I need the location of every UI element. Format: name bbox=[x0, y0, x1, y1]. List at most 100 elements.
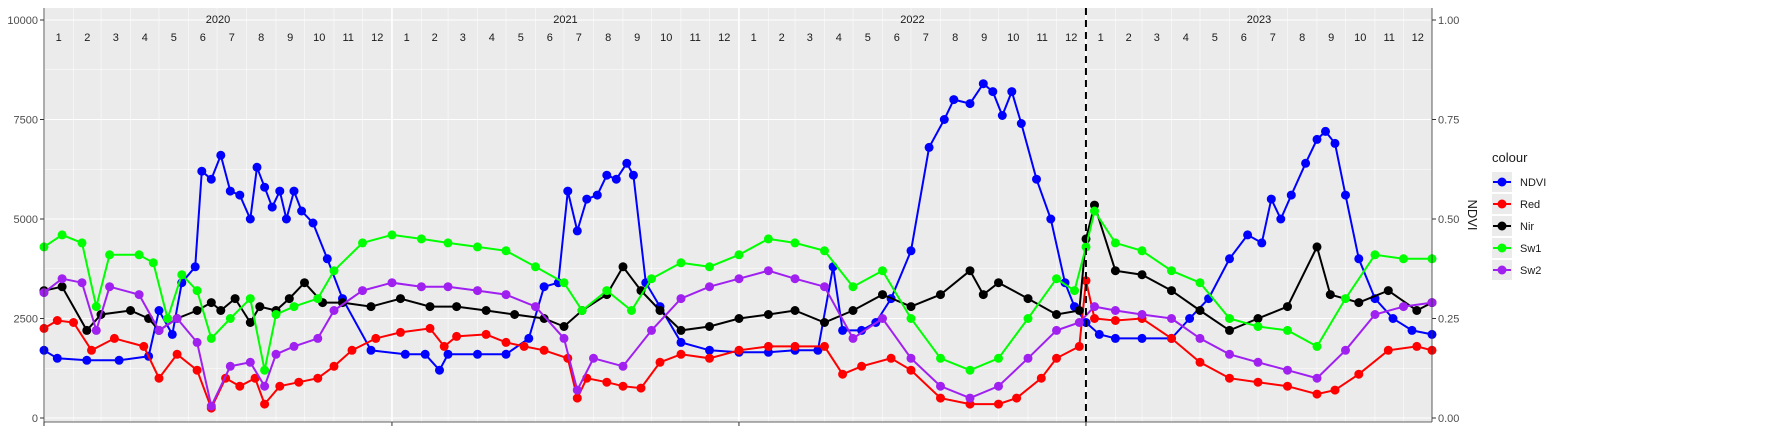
data-point bbox=[1195, 333, 1205, 343]
data-point bbox=[734, 345, 744, 355]
month-label: 3 bbox=[1154, 32, 1160, 44]
legend-key-sw1 bbox=[1492, 238, 1512, 258]
data-point bbox=[154, 306, 164, 315]
data-point bbox=[1110, 333, 1120, 343]
data-point bbox=[1266, 194, 1276, 204]
month-label: 1 bbox=[1098, 32, 1104, 44]
data-point bbox=[848, 306, 858, 315]
data-point bbox=[647, 274, 656, 284]
data-point bbox=[267, 202, 277, 212]
data-point bbox=[618, 361, 628, 371]
data-point bbox=[1312, 341, 1322, 351]
data-point bbox=[1081, 276, 1091, 286]
data-point bbox=[763, 310, 773, 319]
data-point bbox=[602, 286, 612, 296]
data-point bbox=[77, 278, 87, 288]
data-point bbox=[192, 365, 202, 375]
data-point bbox=[1023, 353, 1033, 363]
data-point bbox=[501, 246, 511, 256]
data-point bbox=[105, 250, 115, 260]
data-point bbox=[878, 314, 887, 323]
data-point bbox=[572, 226, 582, 236]
month-label: 10 bbox=[1354, 32, 1366, 44]
data-point bbox=[1007, 87, 1017, 97]
data-point bbox=[1074, 318, 1084, 327]
data-point bbox=[358, 238, 367, 248]
data-point bbox=[838, 369, 848, 379]
y-tick-label: 7500 bbox=[14, 115, 38, 127]
data-point bbox=[1032, 174, 1041, 184]
data-point bbox=[255, 302, 265, 312]
data-point bbox=[1195, 357, 1205, 367]
data-point bbox=[313, 294, 323, 304]
data-point bbox=[936, 381, 945, 391]
data-point bbox=[965, 99, 975, 109]
data-point bbox=[572, 393, 582, 403]
data-point bbox=[481, 329, 491, 339]
data-point bbox=[439, 341, 449, 351]
data-point bbox=[1341, 294, 1350, 304]
data-point bbox=[1137, 246, 1147, 256]
data-point bbox=[1283, 381, 1292, 391]
data-point bbox=[1046, 214, 1056, 224]
legend-label: NDVI bbox=[1520, 177, 1546, 189]
data-point bbox=[906, 314, 916, 323]
data-point bbox=[308, 218, 318, 228]
data-point bbox=[105, 282, 115, 292]
legend-key-point bbox=[1497, 221, 1507, 231]
data-point bbox=[190, 262, 200, 272]
data-point bbox=[531, 302, 540, 312]
data-point bbox=[1412, 306, 1422, 315]
data-point bbox=[400, 349, 410, 359]
data-point bbox=[602, 170, 612, 180]
data-point bbox=[420, 349, 430, 359]
month-label: 8 bbox=[258, 32, 264, 44]
data-point bbox=[245, 318, 255, 327]
data-point bbox=[618, 262, 628, 272]
data-point bbox=[705, 345, 714, 355]
data-point bbox=[387, 278, 397, 288]
data-point bbox=[589, 353, 598, 363]
data-point bbox=[848, 282, 858, 292]
data-point bbox=[1070, 286, 1079, 296]
data-point bbox=[177, 270, 187, 280]
data-point bbox=[790, 274, 800, 284]
data-point bbox=[1399, 302, 1408, 312]
y-tick-label: 10000 bbox=[7, 15, 38, 27]
data-point bbox=[154, 373, 164, 383]
data-point bbox=[154, 325, 164, 335]
legend-label: Sw1 bbox=[1520, 243, 1541, 255]
year-label: 2022 bbox=[900, 14, 924, 26]
data-point bbox=[1012, 393, 1022, 403]
data-point bbox=[473, 242, 482, 252]
data-point bbox=[994, 399, 1003, 409]
y-tick-label: 2500 bbox=[14, 314, 38, 326]
month-label: 6 bbox=[200, 32, 206, 44]
data-point bbox=[366, 302, 376, 312]
data-point bbox=[192, 286, 202, 296]
month-label: 12 bbox=[1065, 32, 1077, 44]
y2-tick-label: 1.00 bbox=[1438, 15, 1459, 27]
data-point bbox=[473, 286, 482, 296]
data-point bbox=[1110, 266, 1120, 276]
month-label: 8 bbox=[1299, 32, 1305, 44]
data-point bbox=[281, 214, 291, 224]
y-tick-label: 0 bbox=[32, 413, 38, 425]
month-label: 12 bbox=[1412, 32, 1424, 44]
data-point bbox=[705, 353, 714, 363]
data-point bbox=[1225, 349, 1234, 359]
data-point bbox=[965, 393, 975, 403]
data-point bbox=[878, 266, 887, 276]
data-point bbox=[289, 302, 299, 312]
data-point bbox=[1253, 357, 1263, 367]
y2-tick-label: 0.75 bbox=[1438, 115, 1459, 127]
data-point bbox=[52, 353, 62, 363]
data-point bbox=[1052, 353, 1061, 363]
month-label: 3 bbox=[460, 32, 466, 44]
data-point bbox=[994, 353, 1003, 363]
data-point bbox=[1090, 302, 1099, 312]
legend-key-point bbox=[1497, 199, 1507, 209]
data-point bbox=[313, 333, 323, 343]
month-label: 5 bbox=[865, 32, 871, 44]
data-point bbox=[763, 234, 773, 244]
